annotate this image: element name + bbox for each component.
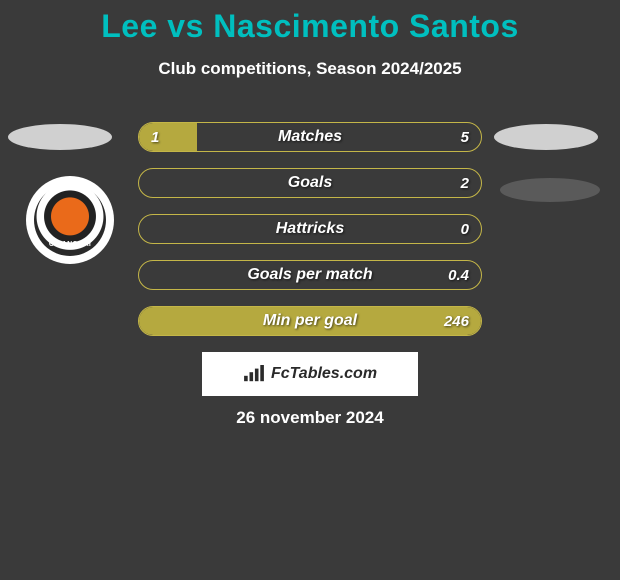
- stat-label: Min per goal: [139, 307, 481, 335]
- stat-bar: Min per goal246: [138, 306, 482, 336]
- attribution-text: FcTables.com: [271, 365, 377, 383]
- player-left-placeholder: [8, 124, 112, 150]
- footer-date: 26 november 2024: [0, 408, 620, 428]
- club-right-placeholder: [500, 178, 600, 202]
- stat-value-right: 5: [461, 123, 469, 151]
- stat-label: Matches: [139, 123, 481, 151]
- stat-value-right: 0: [461, 215, 469, 243]
- club-crest-label: CHIANGRAI: [34, 241, 106, 248]
- stat-bar: 1Matches5: [138, 122, 482, 152]
- page-title: Lee vs Nascimento Santos: [0, 0, 620, 45]
- stat-label: Hattricks: [139, 215, 481, 243]
- stat-label: Goals per match: [139, 261, 481, 289]
- club-left-badge: CHIANGRAI: [26, 176, 114, 264]
- stat-value-right: 0.4: [448, 261, 469, 289]
- player-right-placeholder: [494, 124, 598, 150]
- attribution-box: FcTables.com: [202, 352, 418, 396]
- stat-label: Goals: [139, 169, 481, 197]
- page-subtitle: Club competitions, Season 2024/2025: [0, 59, 620, 79]
- stat-value-right: 246: [444, 307, 469, 335]
- stat-bar: Goals per match0.4: [138, 260, 482, 290]
- stats-bars: 1Matches5 Goals2 Hattricks0 Goals per match…: [138, 122, 482, 352]
- stat-value-right: 2: [461, 169, 469, 197]
- stat-bar: Hattricks0: [138, 214, 482, 244]
- stat-bar: Goals2: [138, 168, 482, 198]
- comparison-infographic: Lee vs Nascimento Santos Club competitio…: [0, 0, 620, 580]
- club-crest-icon: CHIANGRAI: [34, 184, 106, 256]
- bars-icon: [243, 365, 265, 383]
